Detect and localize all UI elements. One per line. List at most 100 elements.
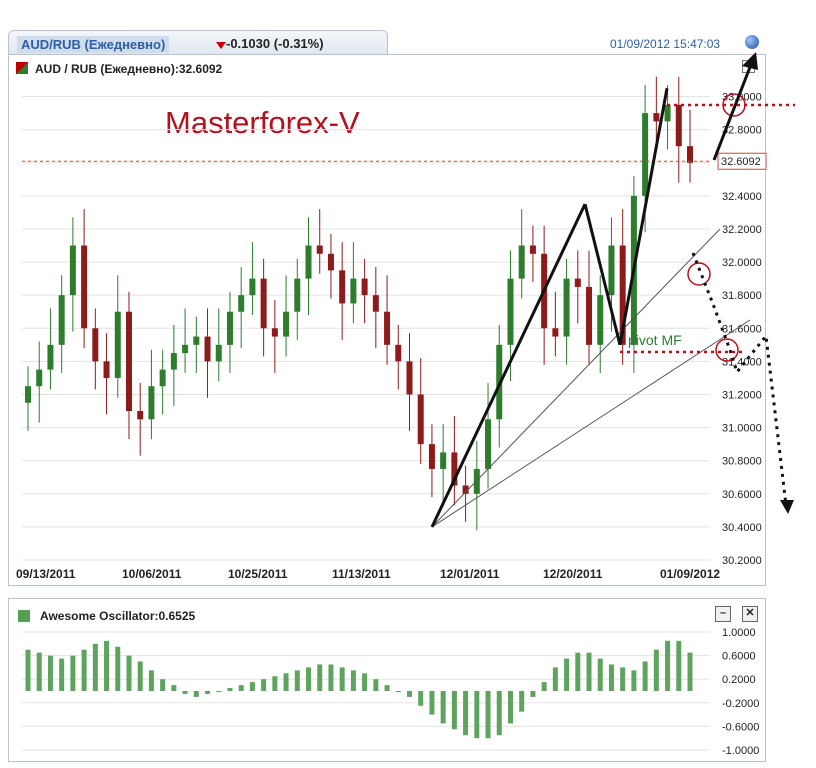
oscillator-bar [597,658,603,691]
candle-body [395,344,402,362]
last-price-label: 32.6092 [721,156,761,168]
trendline [431,319,751,528]
candle-body [675,104,682,147]
candle-body [619,245,626,345]
oscillator-bar [384,685,390,691]
x-tick-label: 12/20/2011 [543,567,603,581]
oscillator-bar [137,661,143,691]
candle-body [137,411,144,420]
oscillator-bar [575,652,581,691]
price-legend: AUD / RUB (Ежедневно):32.6092 [35,62,223,76]
candle-body [552,328,559,337]
oscillator-bar [115,646,121,691]
datetime-stamp: 01/09/2012 15:47:03 [610,37,721,51]
candle-body [440,452,447,469]
oscillator-bar [81,649,87,691]
minimize-button[interactable]: – [715,606,731,622]
target-circle [722,93,746,117]
candle-body [563,278,570,337]
oscillator-bar [126,655,132,691]
oscillator-bar [350,670,356,691]
arrow-head-icon [780,500,794,514]
globe-icon[interactable] [745,35,759,49]
oscillator-legend: Awesome Oscillator:0.6525 [40,609,196,623]
price-change: -0.1030 (-0.31%) [226,36,324,51]
y-tick-label: 30.2000 [722,555,762,567]
oscillator-bar [249,682,255,691]
oscillator-bar [227,688,233,691]
last-price-tag [717,152,767,170]
x-tick-label: 09/13/2011 [16,567,76,581]
candle-body [92,328,99,362]
candle-body [159,369,166,387]
candle-legend-icon [16,62,28,74]
oscillator-bar [160,679,166,691]
y-tick-label: 31.4000 [722,356,762,368]
candle-body [608,245,615,296]
y-tick-label: 30.6000 [722,489,762,501]
x-tick-label: 10/25/2011 [228,567,288,581]
candle-body [148,386,155,420]
oscillator-bar [317,664,323,691]
x-tick-label: 12/01/2011 [440,567,500,581]
chart-tab[interactable]: AUD/RUB (Ежедневно) -0.1030 (-0.31%) [8,30,388,56]
oscillator-bar [283,673,289,691]
oscillator-bar [171,685,177,691]
oscillator-bar [687,652,693,691]
candle-body [114,311,121,378]
oscillator-bar [36,652,42,691]
close-button[interactable]: ✕ [742,606,758,622]
candle-body [271,328,278,337]
oscillator-bar [586,652,592,691]
candle-body [462,485,469,494]
oscillator-bar [474,691,480,739]
candle-body [339,270,346,304]
oscillator-bar [216,691,222,692]
brand-watermark: Masterforex-V [165,105,360,140]
candle-body [529,245,536,254]
oscillator-bar [507,691,513,724]
osc-y-tick-label: 0.2000 [722,674,756,686]
oscillator-bar [193,691,199,697]
candle-body [81,245,88,329]
down-arrow-icon [216,42,226,49]
y-tick-label: 32.2000 [722,224,762,236]
candle-body [417,394,424,445]
candle-body [47,344,54,370]
y-tick-label: 30.4000 [722,522,762,534]
candle-body [372,295,379,312]
oscillator-bar [642,661,648,691]
y-tick-label: 30.8000 [722,456,762,468]
oscillator-bar [406,691,412,697]
oscillator-bar [92,643,98,691]
arrow-head-icon [742,52,758,70]
oscillator-bar [59,658,65,691]
forecast-path [691,252,788,506]
wave-line [583,203,622,346]
x-tick-label: 10/06/2011 [122,567,182,581]
candle-body [25,386,31,403]
candle-body [574,278,581,287]
oscillator-bar [440,691,446,724]
candle-body [193,336,200,345]
oscillator-bar [238,685,244,691]
candle-body [597,295,604,345]
target-circle [715,338,739,362]
pivot-annotation: pivot MF [628,332,682,348]
oscillator-bar [463,691,469,736]
candle-body [182,344,189,354]
forecast-arrow [712,61,754,161]
oscillator-bar [541,682,547,691]
target-circle [687,262,711,286]
candle-body [283,311,290,337]
candle-body [316,245,323,254]
candle-body [36,369,43,387]
wave-line [430,203,587,528]
oscillator-bar [552,667,558,691]
y-tick-label: 32.4000 [722,191,762,203]
candle-body [204,336,211,362]
oscillator-bar [205,691,211,694]
oscillator-bar [608,664,614,691]
osc-y-tick-label: 0.6000 [722,651,756,663]
